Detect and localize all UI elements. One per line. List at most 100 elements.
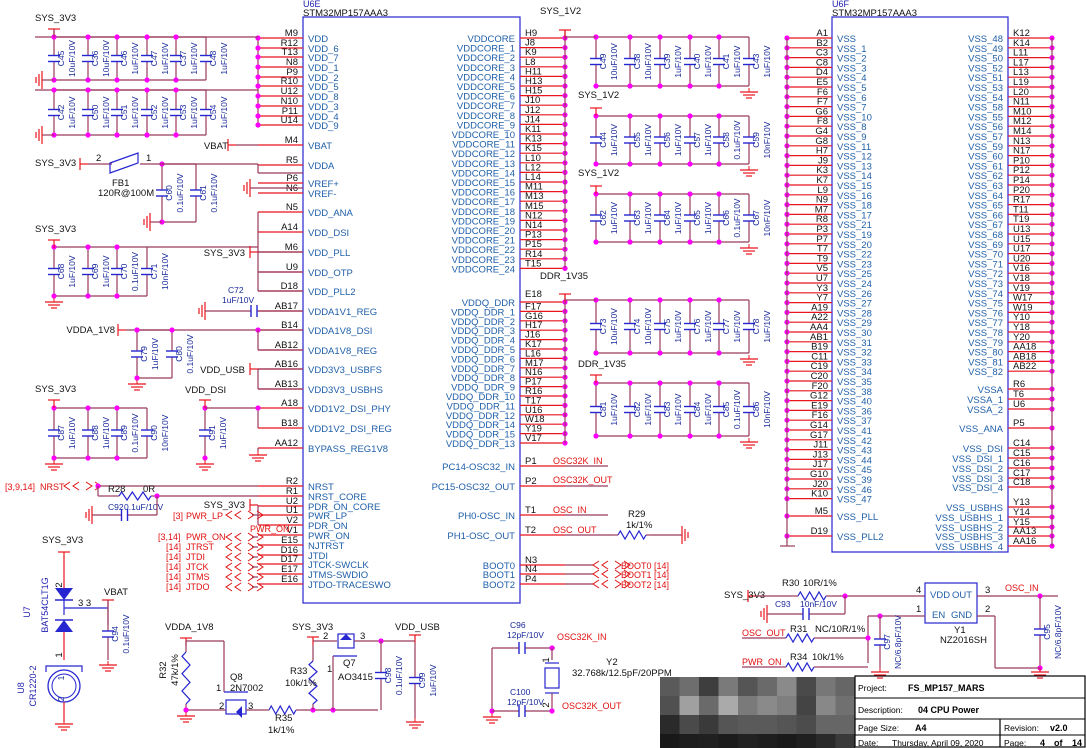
net-label-osc32k-in: OSC32K_IN <box>557 632 607 642</box>
pin-number: M7 <box>815 204 828 215</box>
pin-name: VSS_82 <box>968 367 1003 378</box>
pin-number: L17 <box>1013 57 1029 68</box>
offpage-connector-icon <box>234 562 242 572</box>
pin-number: P20 <box>1013 185 1030 196</box>
pin-name: VSS_44 <box>837 455 872 466</box>
resistor-icon <box>785 632 815 644</box>
capacitor-ref: C64 <box>662 210 672 226</box>
pin-number: K12 <box>1013 28 1030 39</box>
pin-name: VDDQ_DDR_3 <box>451 326 515 337</box>
capacitor-ref: C56 <box>662 132 672 148</box>
pin-name: VDDQ_DDR_1 <box>451 307 515 318</box>
pin-name: VDD_OTP <box>308 268 353 279</box>
junction-dot <box>716 380 722 386</box>
pin-number: V5 <box>816 263 828 274</box>
capacitor-ref: C57 <box>692 132 702 148</box>
pin-name: VDDCORE_19 <box>452 216 515 227</box>
pin-number: C15 <box>1013 448 1030 459</box>
pin-name: VDDCORE_21 <box>452 236 515 247</box>
pin-number: AB18 <box>1013 351 1036 362</box>
title-date-label: Date: <box>858 738 878 748</box>
capacitor-value: 1uF/10V <box>67 417 77 449</box>
pin-number: V1 <box>286 525 298 536</box>
pin-number: E19 <box>811 400 828 411</box>
pin-number: P2 <box>525 476 537 487</box>
pin-number: 2 <box>96 153 101 164</box>
pin-number: AB13 <box>275 379 298 390</box>
capacitor-ref: C51 <box>119 104 129 120</box>
net-label-osc32k-in: OSC32K_IN <box>553 456 603 466</box>
pin-number: R12 <box>281 38 298 49</box>
title-project-label: Project: <box>858 683 887 693</box>
capacitor-value: 0.1uF/10V <box>124 502 164 512</box>
capacitor-value: 1uF/10V <box>219 96 229 128</box>
pin-number: F8 <box>817 116 828 127</box>
battery-holder-icon <box>45 665 83 672</box>
pin-number: P6 <box>286 173 298 184</box>
pin-number: N8 <box>286 57 298 68</box>
capacitor-value: 0.1uF/10V <box>185 334 195 374</box>
net-label-sys-3v3: SYS_3V3 <box>204 248 245 259</box>
pin-name: VSS_42 <box>837 436 872 447</box>
pixelated-watermark <box>738 734 758 748</box>
pin-number: L20 <box>1013 87 1029 98</box>
pixelated-watermark <box>699 677 719 697</box>
pin-name: VDDQ_DDR_2 <box>451 317 515 328</box>
pin-number: C11 <box>811 351 828 362</box>
capacitor-value: 10uF/10V <box>609 43 619 80</box>
offpage-label-jtdo: JTDO <box>186 582 210 592</box>
ferrite-bead-icon <box>109 152 139 174</box>
capacitor-value: 1uF/10V <box>67 255 77 287</box>
offpage-label-boot0: BOOT0 <box>621 561 652 571</box>
junction-dot <box>657 161 663 167</box>
offpage-label-jtck: JTCK <box>186 562 209 572</box>
junction-dot <box>255 122 261 128</box>
junction-dot <box>114 87 120 93</box>
capacitor-value: 1uF/10V <box>130 96 140 128</box>
junction-dot <box>144 87 150 93</box>
pin-name: VREF+ <box>308 179 339 190</box>
capacitor-value: 1uF/10V <box>643 124 653 156</box>
offpage-connector-icon <box>85 481 93 491</box>
pin-name: VSSA_1 <box>967 395 1003 406</box>
pin-name: VSS_37 <box>837 416 872 427</box>
capacitor-value: 1uF/10V <box>703 310 713 342</box>
pin-number: Y15 <box>1013 517 1030 528</box>
capacitor-value: 0.1uF/10V <box>121 614 131 654</box>
capacitor-value: NC/6.8pF/10V <box>893 615 903 669</box>
pin-number: T7 <box>817 244 828 255</box>
pin-name: VDDCORE_22 <box>452 245 515 256</box>
junction-dot <box>687 113 693 119</box>
capacitor-ref: C76 <box>692 318 702 334</box>
pin-number: G6 <box>815 106 828 117</box>
pin-number: K10 <box>811 489 828 500</box>
capacitor-value: 1uF/10V <box>703 45 713 77</box>
capacitor-value: 1uF/10V <box>673 202 683 234</box>
pin-number: H13 <box>525 76 542 87</box>
capacitor-ref: C67 <box>751 210 761 226</box>
pin-number: Y18 <box>1013 322 1030 333</box>
pin-name: VSS_74 <box>968 289 1003 300</box>
junction-dot <box>255 64 261 70</box>
pin-name: VSS_47 <box>837 495 872 506</box>
fb1-ref: FB1 <box>112 178 129 189</box>
pin-name: VSS_17 <box>837 210 872 221</box>
pin-number: M14 <box>1013 126 1031 137</box>
pin-name: VSS_12 <box>837 152 872 163</box>
pin-number: K15 <box>525 143 542 154</box>
pin-name: VSS_DSI <box>963 444 1003 455</box>
pin-number: N14 <box>525 220 542 231</box>
u6e-part-body <box>302 16 521 604</box>
pin-number: U9 <box>286 262 298 273</box>
pin-number: Y3 <box>816 283 828 294</box>
capacitor-value: 1uF/10V <box>101 96 111 128</box>
pin-number: U2 <box>286 496 298 507</box>
junction-dot <box>657 113 663 119</box>
pin-number: B18 <box>281 418 298 429</box>
offpage-connector-icon <box>256 542 264 552</box>
u6e-ref: U6E <box>303 0 321 9</box>
junction-dot <box>114 293 120 299</box>
capacitor-value: 0.1uF/10V <box>732 390 742 430</box>
capacitor-ref: C53 <box>178 104 188 120</box>
